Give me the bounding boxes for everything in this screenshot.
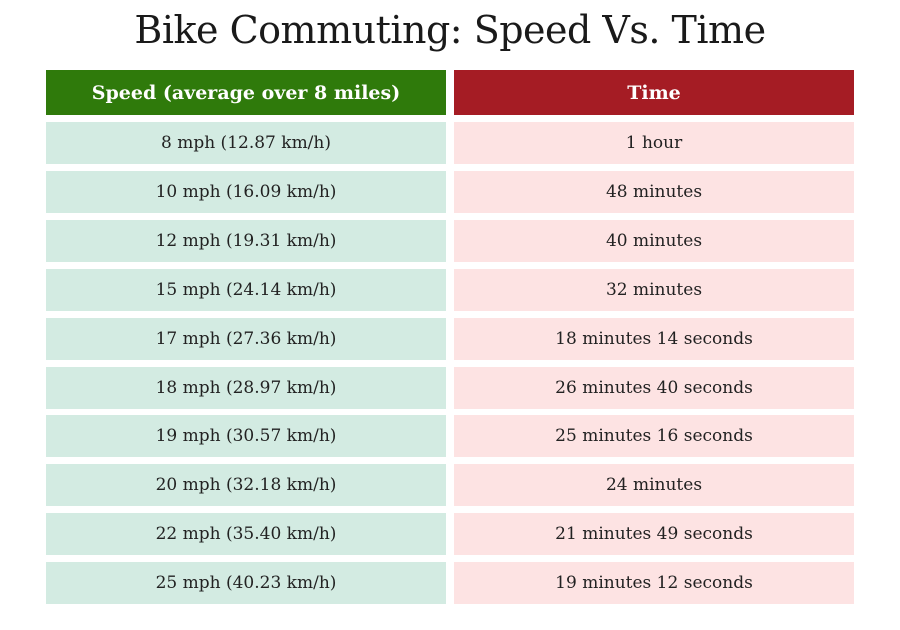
table-cell: 26 minutes 40 seconds bbox=[454, 366, 854, 409]
title: Bike Commuting: Speed Vs. Time bbox=[134, 8, 766, 52]
table-cell: 19 mph (30.57 km/h) bbox=[46, 415, 446, 458]
table-cell: 22 mph (35.40 km/h) bbox=[46, 513, 446, 556]
table-cell: 8 mph (12.87 km/h) bbox=[46, 122, 446, 164]
table-cell: 25 minutes 16 seconds bbox=[454, 415, 854, 458]
table-cell: 24 minutes bbox=[454, 464, 854, 507]
table-cell: 18 mph (28.97 km/h) bbox=[46, 366, 446, 409]
column-header: Time bbox=[454, 70, 854, 115]
table-cell: 32 minutes bbox=[454, 268, 854, 311]
table-cell: 48 minutes bbox=[454, 170, 854, 213]
table-cell: 18 minutes 14 seconds bbox=[454, 317, 854, 360]
table-cell: 17 mph (27.36 km/h) bbox=[46, 317, 446, 360]
table-cell: 12 mph (19.31 km/h) bbox=[46, 219, 446, 262]
table-cell: 1 hour bbox=[454, 122, 854, 164]
table-cell: 25 mph (40.23 km/h) bbox=[46, 562, 446, 605]
table-cell: 19 minutes 12 seconds bbox=[454, 562, 854, 605]
table-cell: 10 mph (16.09 km/h) bbox=[46, 170, 446, 213]
table-cell: 20 mph (32.18 km/h) bbox=[46, 464, 446, 507]
table-cell: 21 minutes 49 seconds bbox=[454, 513, 854, 556]
table-cell: 40 minutes bbox=[454, 219, 854, 262]
table-cell: 15 mph (24.14 km/h) bbox=[46, 268, 446, 311]
column-header: Speed (average over 8 miles) bbox=[46, 70, 446, 115]
